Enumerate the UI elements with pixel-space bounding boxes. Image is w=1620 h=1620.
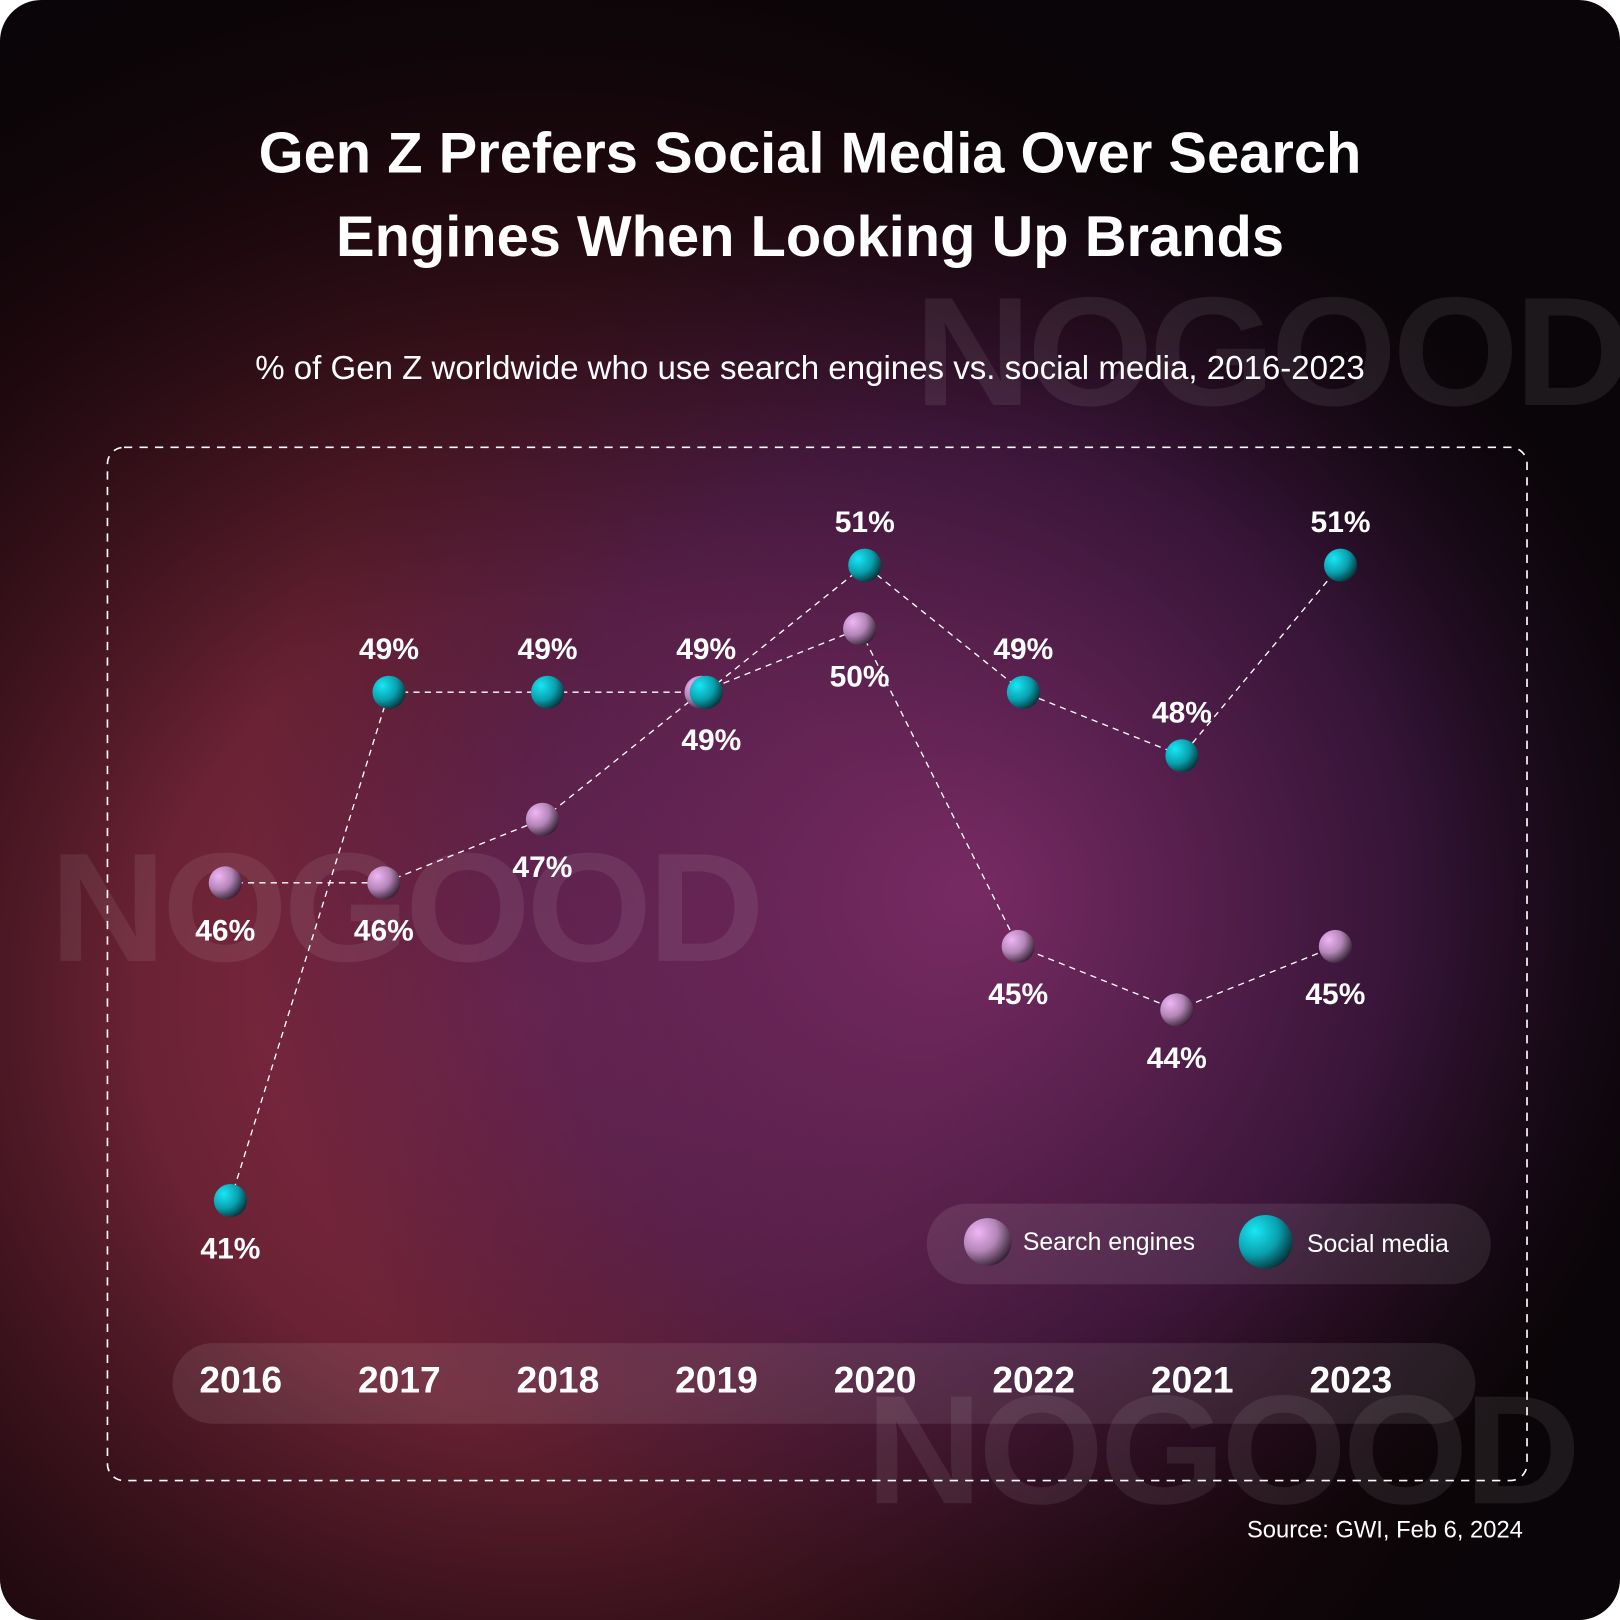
search-point-2020 [843,612,877,646]
x-tick-2023: 2023 [1309,1359,1392,1401]
x-tick-2016: 2016 [199,1359,282,1401]
social-point-2022 [1006,675,1040,709]
social-point-2023 [1323,548,1358,582]
social-point-2016 [213,1184,247,1218]
search-point-2021 [1160,993,1194,1027]
search-label-2019: 49% [681,724,741,757]
social-label-2021: 48% [1152,697,1212,730]
x-tick-2020: 2020 [834,1359,917,1401]
x-tick-2019: 2019 [675,1359,758,1401]
social-label-2020: 51% [835,506,895,539]
search-label-2020: 50% [830,661,890,694]
social-label-2019: 49% [676,633,736,666]
x-tick-2018: 2018 [517,1359,600,1401]
search-point-2018 [525,802,559,836]
source-note: Source: GWI, Feb 6, 2024 [1247,1516,1523,1543]
social-label-2016: 41% [200,1232,260,1265]
watermark-top: NOGOOD [914,265,1620,438]
search-label-2016: 46% [195,915,255,948]
watermark-middle: NOGOOD [50,821,761,994]
title-line-2: Engines When Looking Up Brands [336,205,1284,269]
social-point-2020 [848,548,882,582]
social-line [229,564,1342,1201]
subtitle: % of Gen Z worldwide who use search engi… [255,350,1365,387]
search-point-2017 [367,866,401,900]
search-point-2023 [1318,929,1352,963]
search-point-2022 [1001,929,1035,963]
title-line-1: Gen Z Prefers Social Media Over Search [259,122,1362,186]
search-label-2021: 44% [1147,1042,1207,1075]
series-lines [225,564,1342,1201]
social-label-2018: 49% [518,633,578,666]
legend-search-label: Search engines [1023,1229,1195,1256]
social-point-2021 [1165,739,1199,773]
series-points [208,548,1358,1218]
x-tick-2022: 2022 [992,1359,1075,1401]
social-point-2018 [531,675,565,709]
social-label-2022: 49% [993,633,1053,666]
legend-social-swatch [1238,1215,1293,1269]
legend-social-label: Social media [1307,1231,1449,1258]
search-label-2022: 45% [988,978,1048,1011]
social-point-2019 [689,675,723,709]
x-tick-2021: 2021 [1151,1359,1234,1401]
x-tick-2017: 2017 [358,1359,441,1401]
social-point-2017 [372,675,406,709]
x-axis-pill [172,1343,1476,1424]
legend: Search engines Social media [926,1203,1491,1285]
social-label-2023: 51% [1311,506,1371,539]
social-label-2017: 49% [359,633,419,666]
search-point-2016 [208,866,242,900]
search-line [225,627,1336,1011]
watermark-bottom: NOGOOD [866,1363,1577,1536]
x-axis-labels: 2016 2017 2018 2019 2020 2022 2021 2023 [199,1359,1392,1401]
search-label-2023: 45% [1305,978,1365,1011]
data-labels: 46% 46% 47% 49% 50% 45% 44% 45% 41% 49% 49% 49% 51% 4… [195,506,1370,1265]
search-label-2018: 47% [512,851,572,884]
chart-frame [106,446,1528,1482]
legend-background [926,1203,1491,1285]
legend-search-swatch [963,1218,1012,1266]
search-label-2017: 46% [354,915,414,948]
